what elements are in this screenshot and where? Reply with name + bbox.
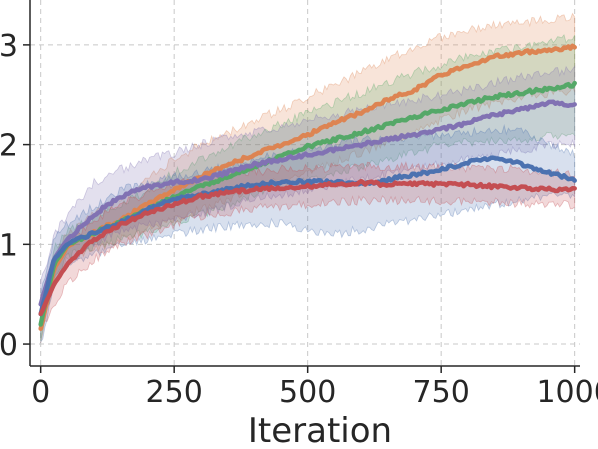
series-lines: [38, 43, 577, 331]
y-tick-label-0: 0: [0, 328, 18, 363]
confidence-bands: [40, 12, 576, 344]
y-ticks: 0 1 2 3: [0, 29, 30, 363]
axes: [29, 0, 580, 367]
x-tick-label-2: 500: [279, 375, 336, 410]
y-tick-label-3: 3: [0, 29, 18, 64]
y-tick-label-2: 2: [0, 129, 18, 164]
series-line-2: [38, 99, 577, 307]
series-line-0: [38, 43, 577, 331]
x-tick-label-3: 750: [413, 375, 470, 410]
x-tick-label-1: 250: [146, 375, 203, 410]
series-line-4: [38, 178, 577, 317]
confidence-band-0: [40, 12, 576, 343]
x-axis-label: Iteration: [248, 411, 392, 449]
x-tick-label-0: 0: [31, 375, 50, 410]
y-tick-label-1: 1: [0, 228, 18, 263]
